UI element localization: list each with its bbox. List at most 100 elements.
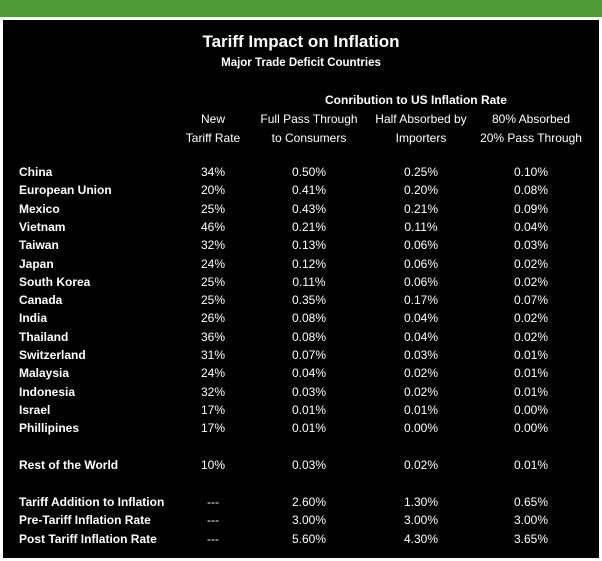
cell-tariff: 31% [200,348,226,362]
cell-tariff: 24% [200,366,226,381]
cell-tariff: 25% [200,201,226,216]
cell-full: 0.08% [291,329,327,344]
table-row: India 26% 0.08% 0.04% 0.02% [3,309,599,327]
cell-half: 0.17% [403,293,439,308]
table-row: Rest of the World 10% 0.03% 0.02% 0.01% [3,456,599,474]
row-label: Canada [19,293,63,308]
row-label: Phillipines [19,421,80,436]
row-label: Rest of the World [19,458,119,472]
cell-half: 0.04% [403,329,439,344]
table-row: Taiwan 32% 0.13% 0.06% 0.03% [3,236,599,254]
cell-tariff: 46% [200,219,226,234]
cell-eighty: 3.65% [513,531,549,546]
col-header-line: 20% Pass Through [480,131,582,145]
row-label: South Korea [19,274,91,289]
col-header-tariff: New Tariff Rate [171,110,255,148]
cell-tariff: 25% [200,293,226,308]
cell-tariff: 24% [200,256,226,271]
row-label: Japan [19,256,54,271]
cell-full: 0.01% [291,402,327,417]
row-label: Mexico [19,201,60,216]
cell-eighty: 0.01% [513,366,549,381]
cell-full: 0.21% [291,219,327,234]
cell-tariff: 36% [200,329,226,344]
col-header-line: New [200,112,225,126]
cell-full: 0.04% [291,366,327,381]
row-label: Israel [19,402,51,417]
cell-tariff: 10% [200,458,226,472]
cell-full: 5.60% [291,531,327,546]
cell-eighty: 0.01% [513,348,549,362]
cell-eighty: 0.03% [513,238,549,253]
row-label: Post Tariff Inflation Rate [19,531,157,546]
cell-eighty: 0.04% [513,219,549,234]
cell-eighty: 0.01% [513,384,549,399]
cell-half: 0.20% [403,183,439,198]
cell-full: 0.03% [291,384,327,399]
table-row: Mexico 25% 0.43% 0.21% 0.09% [3,200,599,218]
col-header-full: Full Pass Through to Consumers [251,110,367,148]
table-row: Phillipines 17% 0.01% 0.00% 0.00% [3,419,599,437]
cell-eighty: 0.08% [513,183,549,198]
row-label: Switzerland [19,348,86,362]
cell-half: 0.06% [403,238,439,253]
table-row: Thailand 36% 0.08% 0.04% 0.02% [3,328,599,346]
col-header-half: Half Absorbed by Importers [359,110,483,148]
cell-eighty: 0.09% [513,201,549,216]
col-header-line: Half Absorbed by [375,112,467,126]
table-row: Post Tariff Inflation Rate --- 5.60% 4.30% 3… [3,530,599,548]
cell-half: 0.06% [403,256,439,271]
row-label: India [19,311,48,326]
table-row: China 34% 0.50% 0.25% 0.10% [3,163,599,181]
table-panel: Tariff Impact on Inflation Major Trade D… [3,20,599,558]
cell-eighty: 0.00% [513,402,549,417]
cell-half: 0.01% [403,402,439,417]
table-row: Vietnam 46% 0.21% 0.11% 0.04% [3,218,599,236]
cell-tariff: 32% [200,384,226,399]
table-row: Malaysia 24% 0.04% 0.02% 0.01% [3,364,599,382]
table-row: Japan 24% 0.12% 0.06% 0.02% [3,255,599,273]
table-row: Pre-Tariff Inflation Rate --- 3.00% 3.00% 3.… [3,511,599,529]
cell-half: 4.30% [403,531,439,546]
cell-tariff: 34% [200,165,226,179]
header-bar [0,0,602,17]
cell-eighty: 0.02% [513,329,549,344]
row-label: Vietnam [19,219,66,234]
row-label: Pre-Tariff Inflation Rate [19,513,151,528]
col-header-line: Tariff Rate [185,131,241,145]
cell-full: 0.07% [291,348,327,362]
row-label: Thailand [19,329,69,344]
cell-full: 0.35% [291,293,327,308]
cell-full: 0.03% [291,458,327,472]
cell-tariff: --- [207,513,219,528]
cell-full: 0.50% [291,165,327,179]
row-label: Taiwan [19,238,59,253]
table-row: European Union 20% 0.41% 0.20% 0.08% [3,181,599,199]
cell-eighty: 0.00% [513,421,549,436]
cell-full: 0.41% [291,183,327,198]
cell-half: 0.02% [403,366,439,381]
cell-tariff: 20% [200,183,226,198]
cell-full: 2.60% [291,495,327,509]
group-header: Conribution to US Inflation Rate [325,93,507,107]
table-row: South Korea 25% 0.11% 0.06% 0.02% [3,273,599,291]
row-label: Tariff Addition to Inflation [19,495,165,509]
cell-half: 3.00% [403,513,439,528]
cell-eighty: 0.02% [513,256,549,271]
cell-half: 0.02% [403,384,439,399]
cell-half: 0.11% [404,219,438,234]
cell-half: 0.06% [403,274,439,289]
cell-eighty: 0.10% [513,165,549,179]
cell-tariff: 26% [200,311,226,326]
row-label: Malaysia [19,366,70,381]
row-label: Indonesia [19,384,76,399]
cell-tariff: 32% [200,238,226,253]
cell-full: 3.00% [291,513,327,528]
cell-full: 0.11% [292,274,326,289]
cell-tariff: 25% [200,274,226,289]
cell-tariff: 17% [200,402,226,417]
col-header-line: Full Pass Through [260,112,358,126]
cell-half: 0.21% [403,201,439,216]
cell-full: 0.13% [291,238,327,253]
